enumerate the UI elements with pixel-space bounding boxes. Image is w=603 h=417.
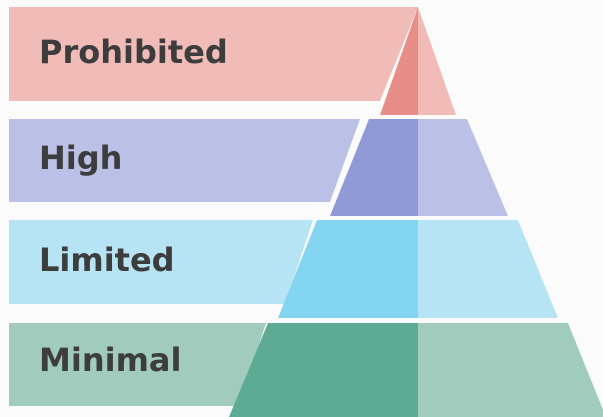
tier-label-prohibited: Prohibited: [39, 36, 228, 68]
tier-right-face-high: [418, 119, 508, 216]
tier-right-face-prohibited: [418, 7, 456, 115]
tier-label-minimal: Minimal: [39, 344, 181, 376]
tier-label-high: High: [39, 142, 122, 174]
tier-right-face-limited: [418, 220, 558, 318]
tier-right-face-minimal: [418, 323, 603, 417]
tier-label-limited: Limited: [39, 244, 175, 276]
